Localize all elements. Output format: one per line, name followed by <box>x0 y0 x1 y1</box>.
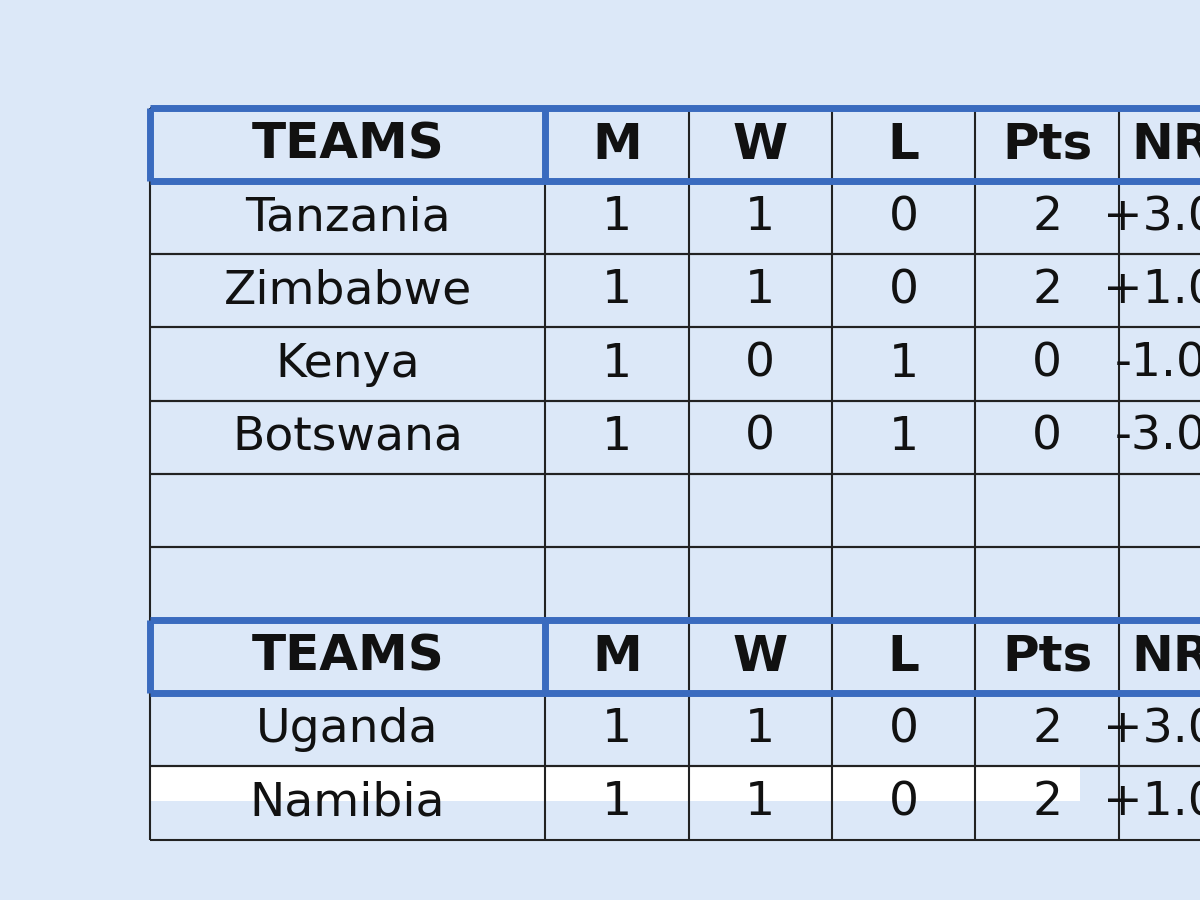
Text: 0: 0 <box>1032 415 1062 460</box>
Text: -1.000: -1.000 <box>1115 341 1200 386</box>
Text: +1.000: +1.000 <box>1103 780 1200 825</box>
Text: Namibia: Namibia <box>250 780 445 825</box>
Text: 0: 0 <box>889 707 919 752</box>
Bar <box>150 181 1200 255</box>
Text: 2: 2 <box>1032 707 1062 752</box>
Text: 1: 1 <box>889 341 919 386</box>
Text: 0: 0 <box>745 415 775 460</box>
Text: M: M <box>592 121 642 168</box>
Bar <box>150 473 1200 547</box>
Text: 0: 0 <box>889 195 919 240</box>
Text: Botswana: Botswana <box>232 415 463 460</box>
Text: Kenya: Kenya <box>275 341 420 386</box>
Text: -3.000: -3.000 <box>1115 415 1200 460</box>
Text: 1: 1 <box>602 195 632 240</box>
Text: +1.000: +1.000 <box>1103 268 1200 313</box>
Text: Pts: Pts <box>1002 633 1092 680</box>
Text: TEAMS: TEAMS <box>251 121 444 168</box>
Text: W: W <box>733 633 788 680</box>
Text: 1: 1 <box>889 415 919 460</box>
Text: 1: 1 <box>745 707 775 752</box>
Bar <box>150 255 1200 328</box>
Text: 0: 0 <box>745 341 775 386</box>
Text: 1: 1 <box>602 707 632 752</box>
Text: Zimbabwe: Zimbabwe <box>223 268 472 313</box>
Text: 0: 0 <box>889 780 919 825</box>
Text: Pts: Pts <box>1002 121 1092 168</box>
Bar <box>150 547 1200 620</box>
Text: 0: 0 <box>1032 341 1062 386</box>
Text: L: L <box>888 121 919 168</box>
Text: 1: 1 <box>745 195 775 240</box>
Text: NRR: NRR <box>1132 121 1200 168</box>
Text: Uganda: Uganda <box>257 707 439 752</box>
Bar <box>150 767 1200 840</box>
Text: 2: 2 <box>1032 195 1062 240</box>
Bar <box>150 108 1200 181</box>
Text: 2: 2 <box>1032 268 1062 313</box>
Bar <box>150 400 1200 473</box>
Text: NRR: NRR <box>1132 633 1200 680</box>
Text: 1: 1 <box>602 341 632 386</box>
Text: Tanzania: Tanzania <box>245 195 450 240</box>
Text: 0: 0 <box>889 268 919 313</box>
Text: 1: 1 <box>602 415 632 460</box>
Text: M: M <box>592 633 642 680</box>
Text: 1: 1 <box>745 780 775 825</box>
Bar <box>150 620 1200 693</box>
Bar <box>150 328 1200 400</box>
Text: L: L <box>888 633 919 680</box>
Text: +3.000: +3.000 <box>1103 195 1200 240</box>
Text: 2: 2 <box>1032 780 1062 825</box>
Text: 1: 1 <box>602 268 632 313</box>
Text: W: W <box>733 121 788 168</box>
Text: 1: 1 <box>602 780 632 825</box>
Bar <box>150 693 1200 767</box>
Text: 1: 1 <box>745 268 775 313</box>
Text: +3.000: +3.000 <box>1103 707 1200 752</box>
Text: TEAMS: TEAMS <box>251 633 444 680</box>
